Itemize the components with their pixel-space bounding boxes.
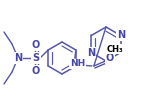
Text: O: O [106, 53, 114, 63]
Text: CH₃: CH₃ [107, 44, 123, 54]
Text: S: S [32, 53, 40, 63]
Text: O: O [32, 66, 40, 76]
Text: N: N [117, 31, 125, 41]
Text: N: N [14, 53, 22, 63]
Text: N: N [87, 48, 95, 58]
Text: O: O [32, 40, 40, 50]
Text: NH: NH [70, 60, 86, 68]
